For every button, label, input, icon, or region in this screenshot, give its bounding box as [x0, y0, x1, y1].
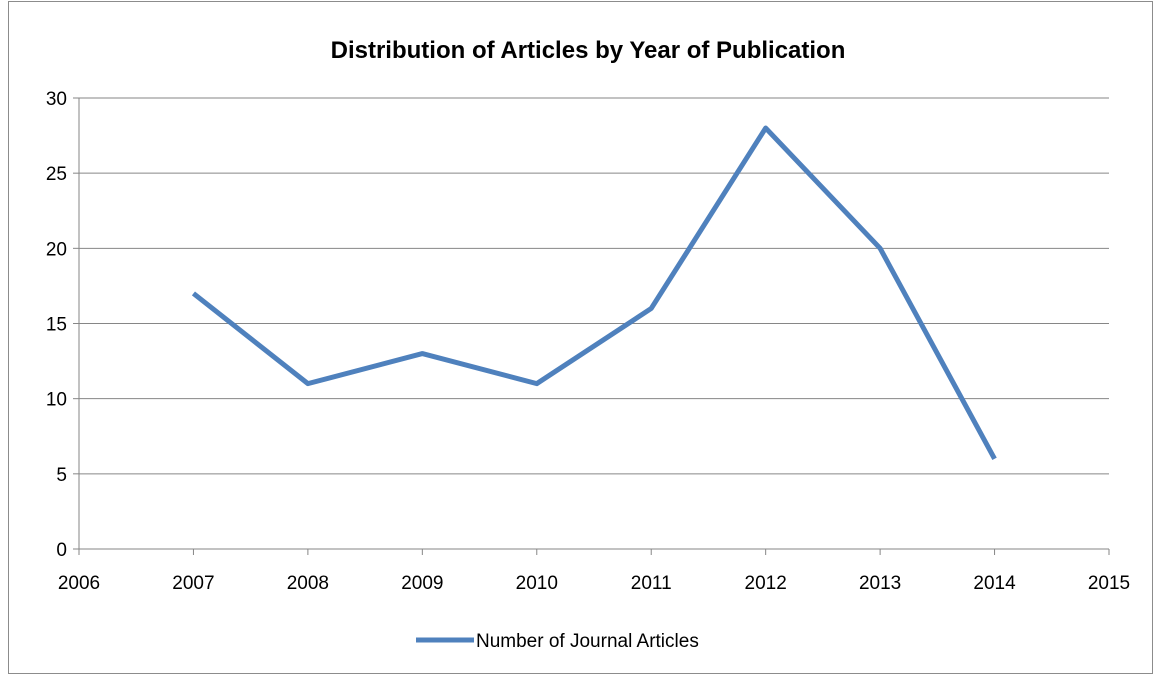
y-tick-label-15: 15	[46, 315, 67, 336]
series-line-0	[191, 125, 997, 460]
y-tick-label-5: 5	[56, 465, 67, 486]
x-tick-label-2013: 2013	[859, 573, 901, 594]
x-axis-ticks: 2006 2007 2008 2009 2010 2011 2012 2013 2014 2015	[58, 549, 1130, 594]
chart-frame	[8, 1, 1153, 674]
series-group	[191, 125, 997, 460]
y-axis-ticks: 0 5 10 15 20 25 30	[46, 89, 79, 561]
x-tick-label-2009: 2009	[401, 573, 443, 594]
x-tick-label-2006: 2006	[58, 573, 100, 594]
legend: Number of Journal Articles	[416, 631, 699, 652]
y-tick-label-20: 20	[46, 239, 67, 260]
x-tick-label-2011: 2011	[631, 573, 672, 594]
x-tick-label-2007: 2007	[172, 573, 214, 594]
y-tick-label-10: 10	[46, 390, 67, 411]
y-tick-label-0: 0	[56, 540, 67, 561]
y-tick-label-25: 25	[46, 164, 67, 185]
gridlines	[79, 97, 1109, 475]
chart-title: Distribution of Articles by Year of Publ…	[331, 37, 846, 64]
x-tick-label-2015: 2015	[1088, 573, 1130, 594]
y-tick-label-30: 30	[46, 89, 67, 110]
x-tick-label-2014: 2014	[973, 573, 1016, 594]
legend-label-0: Number of Journal Articles	[476, 631, 699, 652]
x-tick-label-2008: 2008	[287, 573, 329, 594]
x-tick-label-2010: 2010	[516, 573, 558, 594]
x-tick-label-2012: 2012	[745, 573, 787, 594]
